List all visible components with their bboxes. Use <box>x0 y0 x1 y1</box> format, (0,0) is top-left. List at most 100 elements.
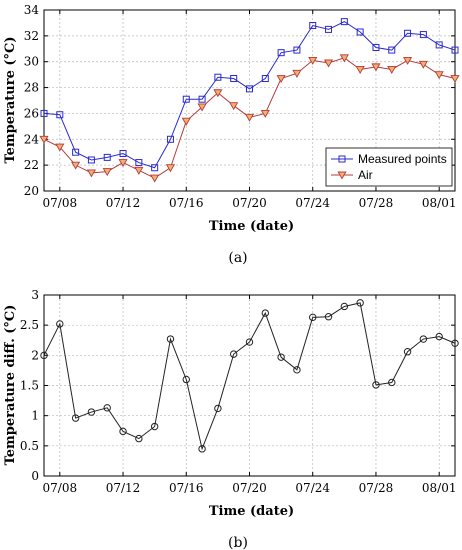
chart-a-series-measured-points-point-16 <box>293 46 301 54</box>
chart-a-series-measured-points-point-4 <box>103 153 111 161</box>
chart-a-series-air-point-10 <box>197 103 207 112</box>
chart-b-xtick-label-4: 07/24 <box>295 481 330 495</box>
chart-a-series-air-point-24 <box>418 60 428 69</box>
chart-a-xtick-label-1: 07/12 <box>106 196 141 210</box>
chart-a-series-measured-points-point-13 <box>246 85 253 93</box>
chart-b-series-0-line <box>43 302 456 451</box>
chart-a-xtick-label-0: 07/08 <box>43 196 78 210</box>
chart-a-series-air-point-15 <box>276 75 286 84</box>
chart-b-ytick-label-1: 0.5 <box>20 439 39 453</box>
chart-a-ytick-label-2: 24 <box>24 132 40 146</box>
chart-a-ytick-label-6: 32 <box>24 29 39 43</box>
chart-b-ytick-label-2: 1 <box>31 409 39 423</box>
chart-a-series-air-point-4 <box>102 168 112 177</box>
chart-a-series-measured-points-point-24 <box>419 31 427 39</box>
chart-a-series-measured-points-point-25 <box>435 41 443 49</box>
chart-b-series-0-point-15 <box>277 353 285 361</box>
chart-b-series-0-point-10 <box>198 445 206 453</box>
chart-b-xtick-label-5: 07/28 <box>359 481 394 495</box>
chart-a-series-air-point-26 <box>450 75 460 84</box>
chart-b-series-0-point-21 <box>372 381 380 389</box>
chart-a-legend-label-0: Measured points <box>358 152 447 166</box>
chart-a-series-measured-points-point-3 <box>87 156 95 164</box>
chart-a-series-measured-points-point-17 <box>309 22 317 30</box>
chart-a-xtick-label-6: 08/01 <box>422 196 457 210</box>
chart-b-ytick-label-0: 0 <box>31 469 39 483</box>
chart-a-legend-box <box>325 147 453 187</box>
chart-b-series-0-point-1 <box>56 320 64 328</box>
chart-a-series-measured-points-point-5 <box>119 150 127 158</box>
chart-b-y-axis-label: Temperature diff. (°C) <box>3 305 18 466</box>
chart-a-series-measured-points-point-20 <box>356 28 364 36</box>
chart-a-series-air-point-14 <box>260 109 270 118</box>
chart-a-series-measured-points-point-9 <box>182 95 190 103</box>
chart-b-series-0-point-23 <box>403 348 412 356</box>
chart-a-ytick-label-1: 22 <box>24 158 39 172</box>
chart-b-series-0-point-13 <box>245 338 254 346</box>
chart-a-series-air-point-9 <box>181 117 191 126</box>
chart-a-series-air-point-16 <box>292 69 302 78</box>
chart-a-ytick-label-0: 20 <box>24 184 39 198</box>
chart-a-series-measured-points-point-8 <box>166 135 174 143</box>
chart-a-series-measured-points-line <box>43 21 456 169</box>
chart-a-series-air-point-0 <box>39 135 49 144</box>
chart-a-series-measured-points-point-19 <box>340 18 348 26</box>
chart-b-series-0-point-4 <box>103 404 111 412</box>
chart-a-series-air-point-5 <box>118 159 128 168</box>
chart-a-y-axis-label: Temperature (°C) <box>3 36 18 163</box>
chart-a-series-measured-points-point-26 <box>451 46 459 54</box>
chart-a-xtick-label-3: 07/20 <box>232 196 267 210</box>
chart-a-series-measured-points-point-7 <box>151 164 159 172</box>
chart-b-series-0-point-16 <box>293 366 301 374</box>
chart-a-series-air-point-3 <box>86 169 97 178</box>
chart-a-series-measured-points-point-0 <box>40 109 48 117</box>
chart-b-series-0-point-8 <box>166 335 175 343</box>
chart-a-series-measured-points-point-18 <box>325 25 333 33</box>
chart-a-ytick-label-3: 26 <box>24 106 39 120</box>
chart-a-panel-label: (a) <box>228 250 247 266</box>
chart-a-series-air-point-21 <box>371 63 381 72</box>
chart-b-series-0-point-9 <box>182 375 190 384</box>
chart-b-series-0-point-17 <box>309 313 317 322</box>
chart-a-series-air-point-11 <box>213 89 223 98</box>
chart-b-series-0-point-26 <box>451 339 459 347</box>
chart-a-series-measured-points-point-2 <box>72 148 80 156</box>
chart-a-xtick-label-5: 07/28 <box>359 196 394 210</box>
chart-a-xtick-label-2: 07/16 <box>169 196 204 210</box>
chart-b-series-0-point-0 <box>40 351 48 360</box>
chart-a-series-measured-points-point-1 <box>56 111 64 119</box>
chart-a-series-air-point-2 <box>71 161 81 170</box>
chart-a-series-air-point-22 <box>387 66 397 74</box>
chart-b-xtick-label-3: 07/20 <box>232 481 267 495</box>
chart-a-legend-marker-0 <box>338 155 346 163</box>
chart-a-ytick-label-7: 34 <box>24 3 40 17</box>
chart-a-xtick-label-4: 07/24 <box>295 196 330 210</box>
chart-a-series-air-point-19 <box>339 54 349 63</box>
chart-b-series-0-point-3 <box>87 408 96 416</box>
chart-b-series-0-point-11 <box>214 404 222 413</box>
chart-b-ytick-label-6: 3 <box>31 288 39 302</box>
chart-a-series-air-point-8 <box>165 164 176 173</box>
chart-a-series-air-point-23 <box>402 56 413 65</box>
chart-a-x-axis-label: Time (date) <box>209 219 294 234</box>
chart-b-series-0-point-24 <box>419 335 428 343</box>
chart-b-series-0-point-22 <box>388 378 396 387</box>
chart-a-series-measured-points-point-23 <box>404 29 412 37</box>
chart-b-panel-label: (b) <box>228 535 248 550</box>
chart-b-series-0-point-7 <box>150 422 159 431</box>
chart-b-series-0-point-19 <box>340 302 349 311</box>
chart-a-series-measured-points-point-14 <box>261 75 269 83</box>
chart-b-series-0-point-5 <box>119 427 127 436</box>
chart-a-series-measured-points-point-6 <box>135 159 143 167</box>
chart-b-series-0-point-25 <box>435 332 443 341</box>
chart-a-series-air-point-25 <box>434 71 444 80</box>
chart-a-series-measured-points-point-12 <box>230 75 238 83</box>
chart-b-ytick-label-5: 2.5 <box>20 318 39 332</box>
chart-a-series-measured-points-point-21 <box>372 43 380 51</box>
chart-a-series-measured-points-point-11 <box>214 73 222 81</box>
chart-b-xtick-label-0: 07/08 <box>43 481 78 495</box>
chart-b-series-0-point-18 <box>324 313 333 321</box>
chart-a-series-measured-points-point-15 <box>277 49 285 57</box>
chart-a-series-air-point-17 <box>308 56 318 65</box>
